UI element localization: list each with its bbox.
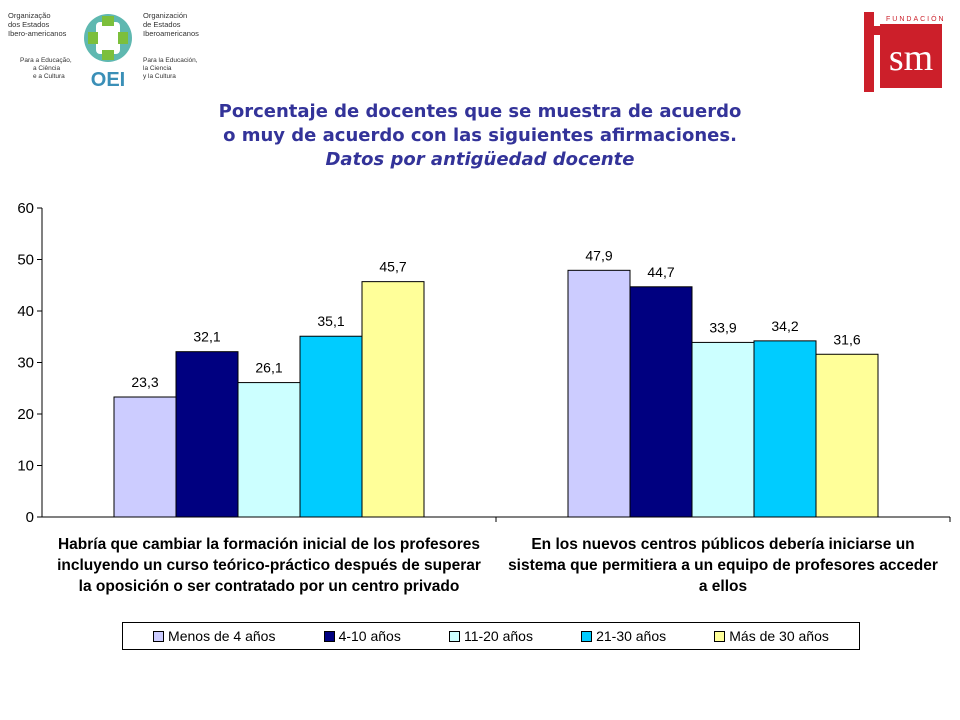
oei-emblem-icon — [84, 14, 132, 62]
legend-item: 4-10 años — [323, 628, 401, 644]
fsm-letters: sm — [889, 37, 933, 79]
oei-pt-sub: e a Cultura — [33, 73, 65, 80]
bar — [567, 269, 631, 518]
bar — [629, 286, 693, 518]
bar — [113, 396, 177, 518]
legend-label: 4-10 años — [338, 628, 401, 644]
oei-logo: Organização dos Estados Ibero-americanos… — [8, 11, 199, 91]
oei-es-line: de Estados — [143, 20, 181, 29]
oei-acronym: OEI — [91, 69, 125, 91]
legend-item: 21-30 años — [581, 628, 666, 644]
fsm-logo: FUNDACIÓN sm — [864, 12, 946, 92]
data-label: 32,1 — [193, 329, 220, 345]
y-tick-label: 50 — [17, 252, 34, 269]
title-line-2: o muy de acuerdo con las siguientes afir… — [223, 125, 737, 146]
data-label: 31,6 — [833, 331, 860, 347]
oei-es-line: Organización — [143, 11, 187, 20]
legend-label: 21-30 años — [596, 628, 667, 644]
legend-swatch — [581, 630, 593, 642]
oei-pt-line: dos Estados — [8, 20, 50, 29]
oei-es-sub: Para la Educación, — [143, 57, 198, 64]
bar — [361, 281, 425, 518]
title-line-3: Datos por antigüedad docente — [325, 149, 635, 170]
bar — [175, 351, 239, 518]
fsm-f-stem — [864, 12, 874, 92]
bar — [691, 341, 755, 518]
y-tick-label: 60 — [17, 200, 34, 217]
legend-swatch — [323, 630, 335, 642]
bar — [815, 353, 879, 518]
legend-item: Más de 30 años — [714, 628, 829, 644]
x-category-label: Habría que cambiar la formación inicial … — [58, 536, 480, 553]
data-label: 47,9 — [585, 247, 612, 263]
oei-pt-sub: a Ciência — [33, 65, 60, 72]
data-label: 35,1 — [317, 313, 344, 329]
y-tick-label: 30 — [17, 355, 34, 372]
fsm-fundacion-text: FUNDACIÓN — [886, 14, 946, 23]
legend-item: 11-20 años — [448, 628, 533, 644]
x-category-label: la oposición o ser contratado por un cen… — [79, 578, 460, 595]
oei-es-sub: y la Cultura — [143, 73, 176, 80]
data-label: 45,7 — [379, 259, 406, 275]
x-category-label: En los nuevos centros públicos debería i… — [531, 536, 914, 553]
oei-pt-line: Ibero-americanos — [8, 29, 67, 38]
legend-swatch — [448, 630, 460, 642]
y-tick-label: 20 — [17, 406, 34, 423]
y-tick-label: 10 — [17, 458, 34, 475]
bar — [753, 340, 817, 518]
legend-label: Más de 30 años — [729, 628, 829, 644]
fsm-f-bar — [864, 26, 882, 35]
data-label: 33,9 — [709, 319, 736, 335]
fsm-box — [880, 24, 942, 88]
oei-es-sub: la Ciencia — [143, 65, 172, 72]
x-category-label: sistema que permitiera a un equipo de pr… — [508, 557, 938, 574]
data-label: 34,2 — [771, 318, 798, 334]
x-category-label: incluyendo un curso teórico-práctico des… — [57, 557, 481, 574]
bar — [237, 382, 301, 518]
legend-swatch — [714, 630, 726, 642]
legend-label: 11-20 años — [463, 628, 533, 644]
legend-swatch — [153, 630, 165, 642]
data-label: 26,1 — [255, 360, 282, 376]
oei-pt-line: Organização — [8, 11, 51, 20]
legend: Menos de 4 años 4-10 años 11-20 años 21-30 … — [122, 622, 860, 650]
oei-es-line: Iberoamericanos — [143, 29, 199, 38]
y-tick-label: 0 — [26, 509, 34, 526]
data-label: 23,3 — [131, 374, 158, 390]
oei-pt-sub: Para a Educação, — [20, 57, 72, 64]
title-line-1: Porcentaje de docentes que se muestra de… — [218, 101, 742, 122]
y-tick-label: 40 — [17, 303, 34, 320]
chart-title: Porcentaje de docentes que se muestra de… — [120, 100, 840, 172]
legend-item: Menos de 4 años — [153, 628, 275, 644]
x-category-label: a ellos — [699, 578, 747, 595]
legend-label: Menos de 4 años — [168, 628, 276, 644]
data-label: 44,7 — [647, 264, 674, 280]
bar — [299, 335, 363, 518]
